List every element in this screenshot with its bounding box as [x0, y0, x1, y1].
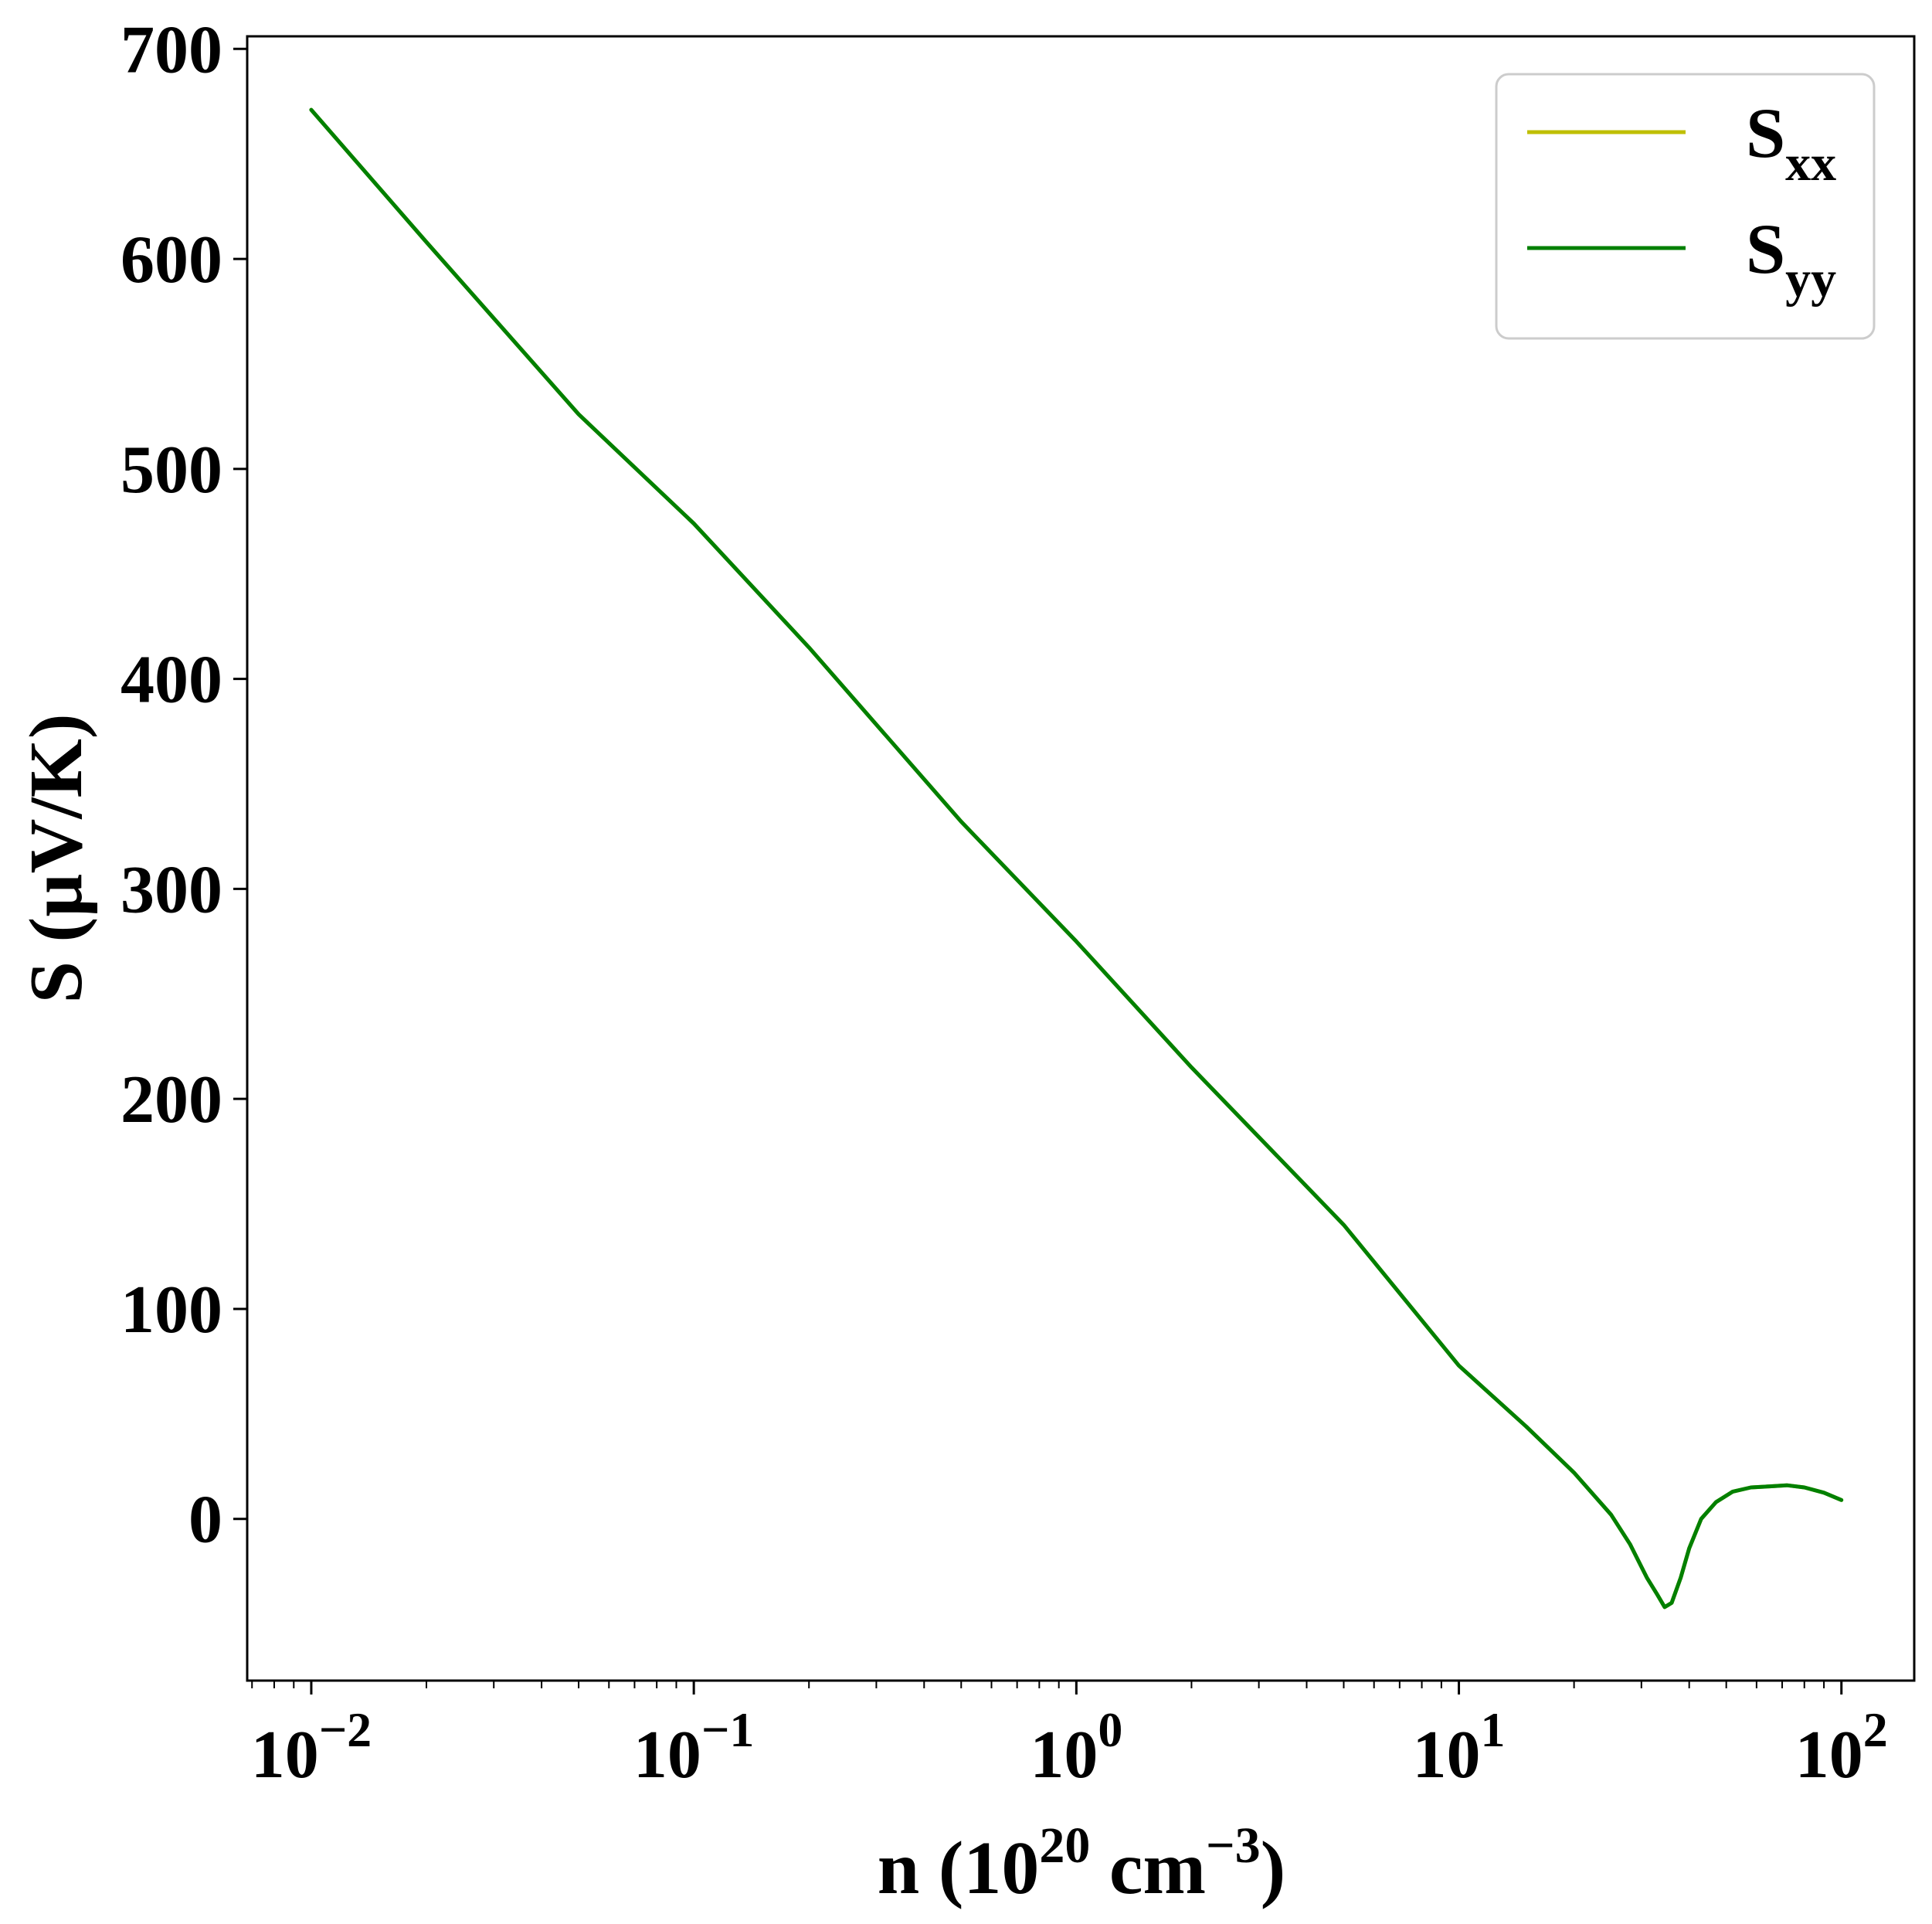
x-tick-label-base: 10 — [1030, 1718, 1098, 1793]
x-axis-label-sup1: 20 — [1039, 1817, 1090, 1874]
legend-label-syy-main: S — [1746, 209, 1785, 288]
x-axis: 10−2 10−1 100 101 102 — [251, 1681, 1888, 1793]
x-axis-label: n (1020 cm−3) — [878, 1817, 1286, 1910]
y-axis: 0 100 200 300 400 500 600 700 — [121, 12, 247, 1558]
x-tick-label: 100 — [1030, 1702, 1122, 1793]
x-tick-label: 10−2 — [251, 1702, 372, 1793]
x-tick-label-exponent: −2 — [319, 1702, 372, 1757]
y-axis-label: S (µV/K) — [15, 714, 98, 1004]
x-tick-label-base: 10 — [1795, 1718, 1863, 1793]
x-tick-label-exponent: 1 — [1481, 1702, 1506, 1757]
plot-frame — [246, 35, 1916, 1682]
y-tick-label: 500 — [121, 433, 222, 508]
x-axis-label-suffix: ) — [1261, 1827, 1286, 1910]
y-tick-label: 400 — [121, 643, 222, 718]
y-tick-label: 300 — [121, 852, 222, 927]
legend-label-sxx-sub: xx — [1785, 135, 1836, 192]
x-axis-label-middle: cm — [1090, 1827, 1206, 1910]
legend-box — [1495, 73, 1876, 340]
legend-label-syy: Syy — [1746, 209, 1836, 308]
x-tick-label: 10−1 — [633, 1702, 754, 1793]
x-tick-label-exponent: 0 — [1098, 1702, 1122, 1757]
y-tick-label: 0 — [188, 1483, 222, 1558]
plot-lines — [309, 107, 1844, 1610]
y-tick-label: 200 — [121, 1062, 222, 1137]
x-tick-label-base: 10 — [1413, 1718, 1481, 1793]
x-tick-label-base: 10 — [251, 1718, 319, 1793]
legend: Sxx Syy — [1495, 73, 1876, 340]
x-tick-label: 102 — [1795, 1702, 1888, 1793]
legend-label-sxx-main: S — [1746, 93, 1785, 172]
legend-label-syy-sub: yy — [1785, 251, 1836, 308]
x-axis-label-prefix: n (10 — [878, 1827, 1040, 1910]
y-tick-label: 100 — [121, 1273, 222, 1348]
series-line-syy — [309, 107, 1844, 1610]
x-tick-label-base: 10 — [633, 1718, 701, 1793]
x-tick-label-exponent: −1 — [701, 1702, 754, 1757]
x-axis-label-sup2: −3 — [1206, 1817, 1261, 1874]
x-tick-label: 101 — [1413, 1702, 1506, 1793]
y-tick-label: 700 — [121, 12, 222, 87]
y-tick-label: 600 — [121, 223, 222, 297]
x-tick-label-exponent: 2 — [1863, 1702, 1888, 1757]
legend-label-sxx: Sxx — [1746, 93, 1836, 192]
